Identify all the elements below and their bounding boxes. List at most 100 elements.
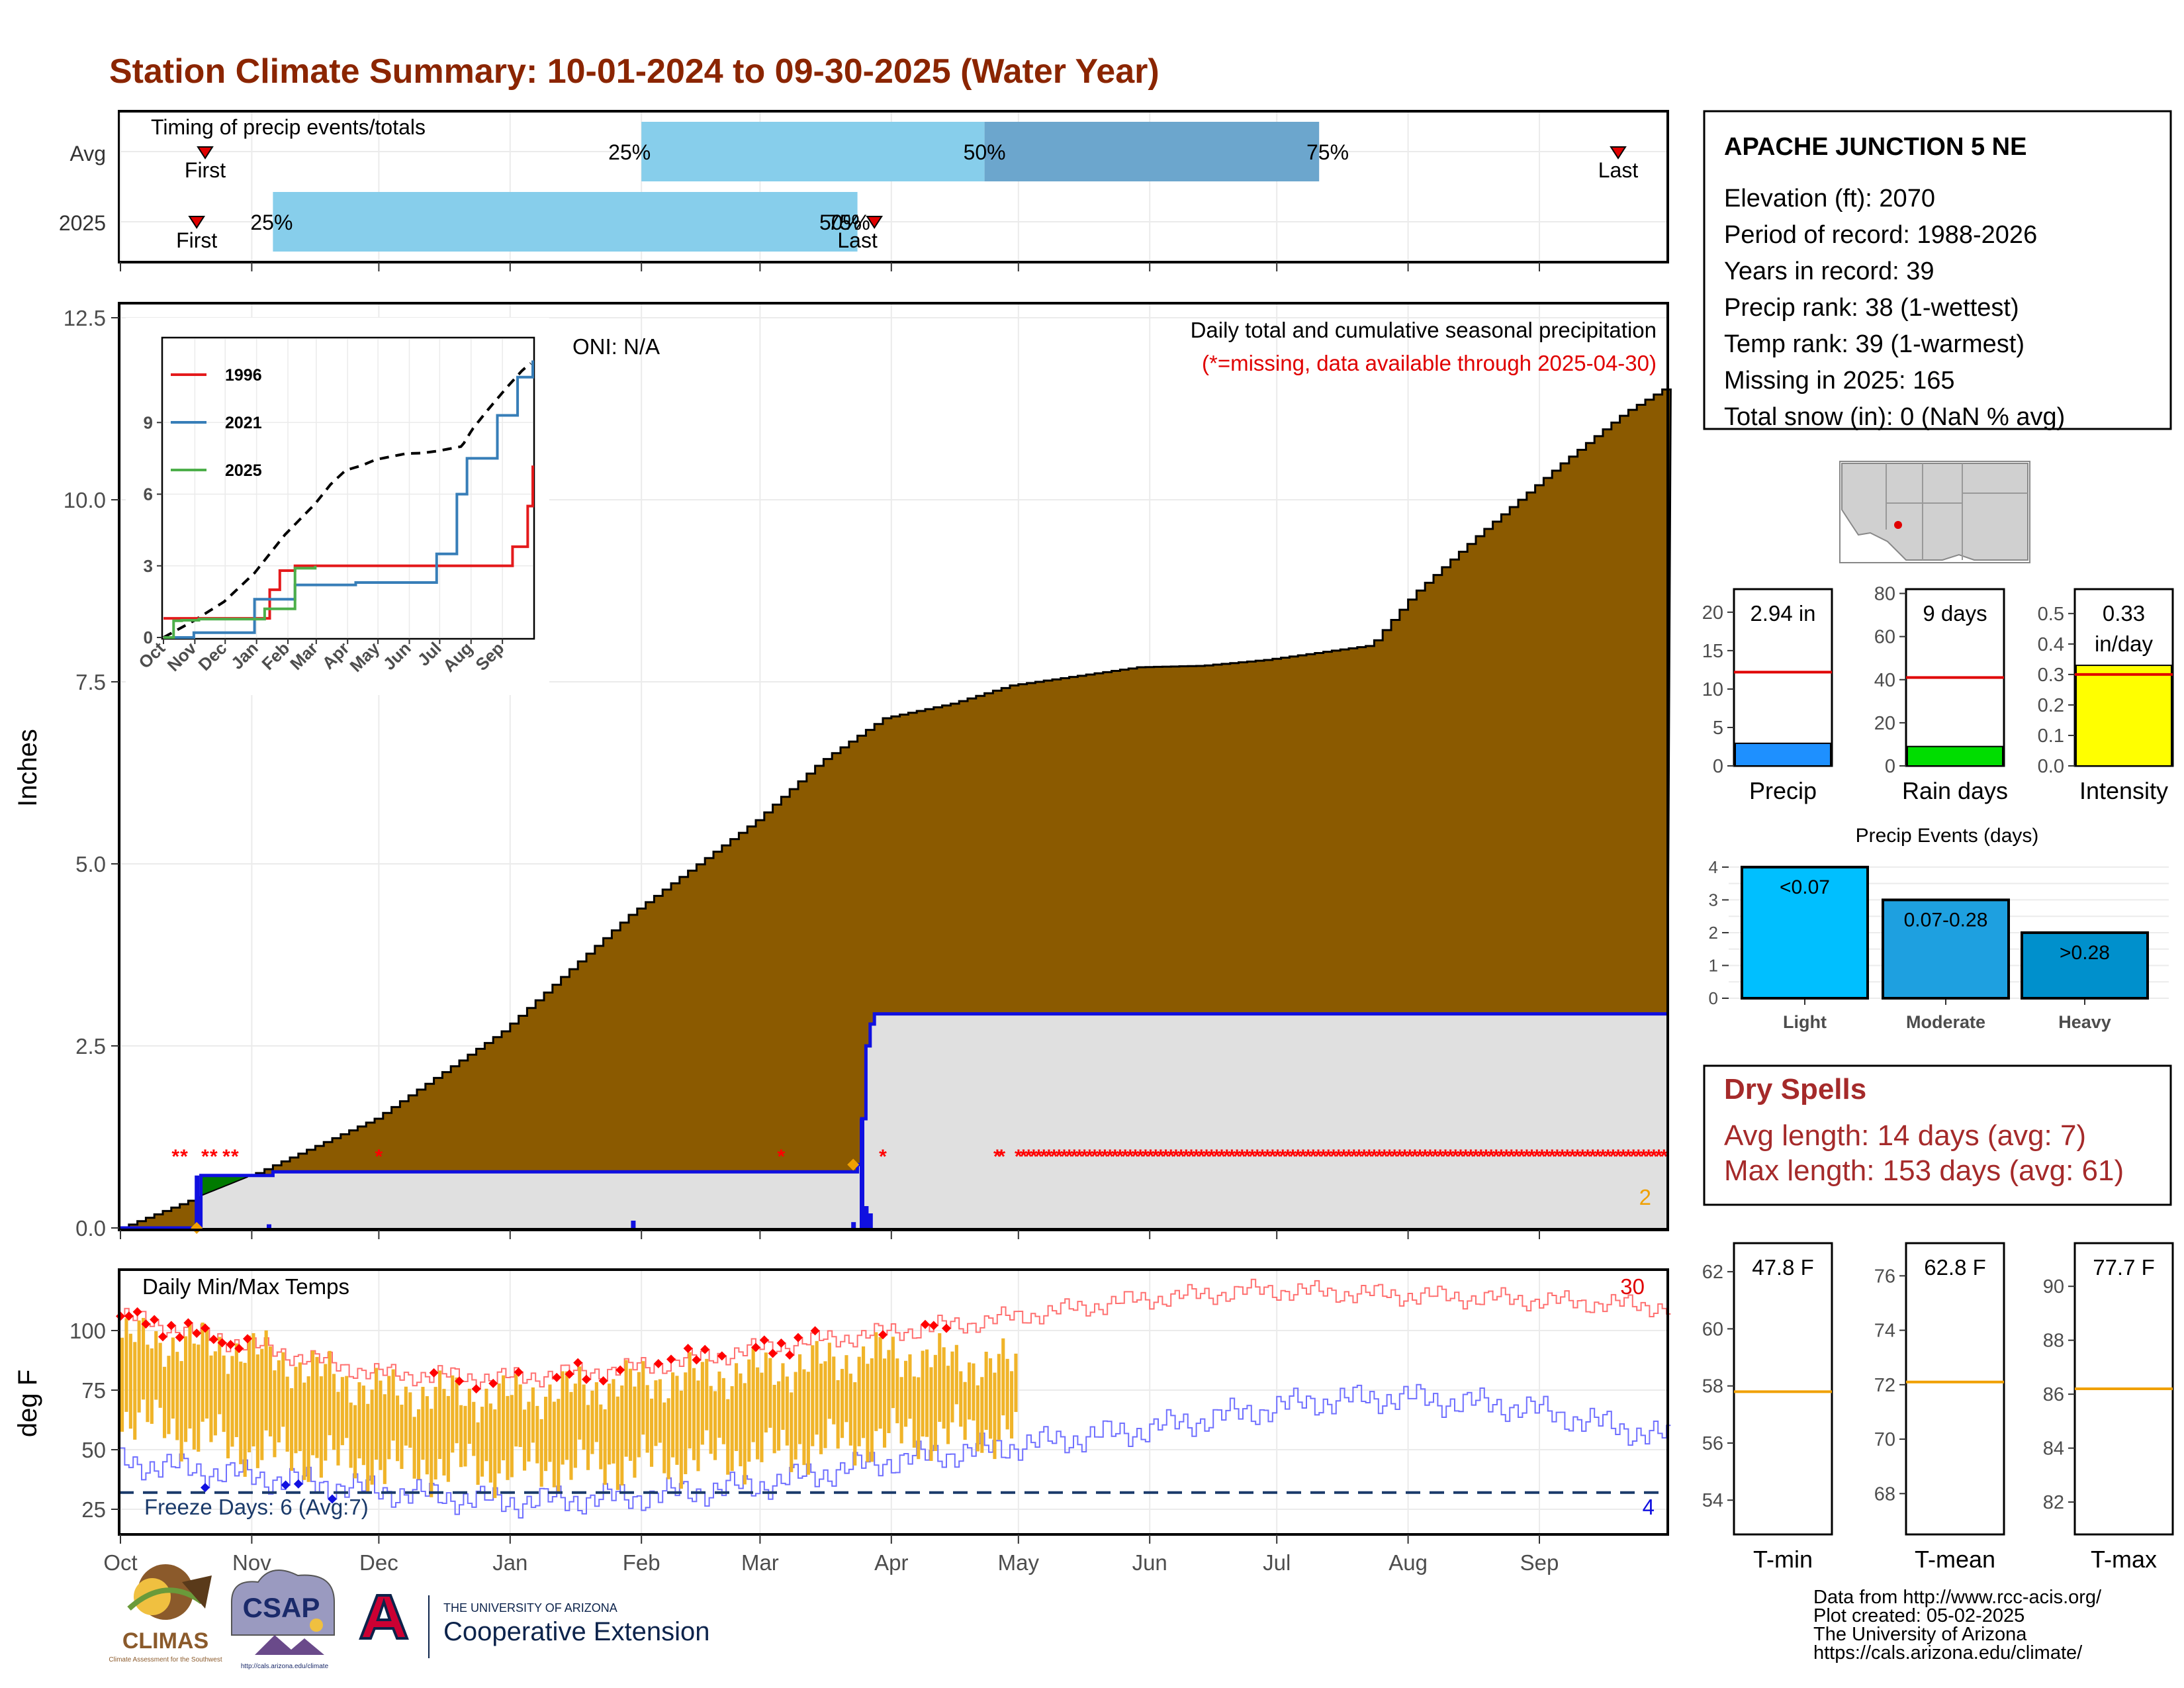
missing-marker: * xyxy=(1487,1146,1495,1168)
missing-marker: * xyxy=(1040,1146,1048,1168)
temp-bar xyxy=(624,1360,628,1457)
summary-ytick-label: 0.3 xyxy=(2038,665,2064,686)
temp-bar xyxy=(959,1371,963,1427)
summary-chart-rain-days: 0 20 40 60 80 9 days Rain days xyxy=(1874,584,2008,804)
station-frame xyxy=(1703,110,2172,430)
record-max-marker xyxy=(132,1307,142,1317)
events-inner: 0 1 2 3 4 <0.07 Light 0.07-0.28 Moderate >0.28 Hea… xyxy=(1709,857,2169,1032)
temp-bar xyxy=(488,1403,492,1483)
missing-marker: * xyxy=(171,1146,179,1168)
missing-marker: * xyxy=(1035,1146,1043,1168)
missing-marker: * xyxy=(1508,1146,1516,1168)
temp-bar xyxy=(929,1367,933,1461)
record-max-marker xyxy=(666,1354,676,1364)
current-cumulative-area xyxy=(120,1013,1666,1228)
dry-spells-frame xyxy=(1703,1064,2172,1206)
temp-bar xyxy=(679,1390,683,1489)
temp-bar xyxy=(506,1395,510,1480)
missing-marker: * xyxy=(1563,1146,1571,1168)
locator-map xyxy=(1839,461,2030,563)
missing-marker: * xyxy=(1015,1146,1023,1168)
record-min-marker xyxy=(281,1480,291,1490)
temp-bar xyxy=(938,1333,942,1422)
summary-frame xyxy=(1733,1242,1833,1536)
temp-bar xyxy=(671,1372,675,1458)
temp-bar xyxy=(874,1332,878,1431)
record-max-marker xyxy=(150,1315,159,1325)
temp-bar xyxy=(933,1354,937,1451)
avg-q50-q75-bar xyxy=(984,122,1320,181)
events-bar-label: 0.07-0.28 xyxy=(1904,909,1988,931)
summary-category-label: Intensity xyxy=(2079,777,2168,804)
temps-ytick-label: 100 xyxy=(69,1319,106,1343)
daily-temp-bars xyxy=(120,1317,1018,1499)
temp-bar xyxy=(171,1337,175,1419)
missing-marker: * xyxy=(1375,1146,1383,1168)
missing-marker: * xyxy=(1416,1146,1424,1168)
summary-chart-precip: 0 5 10 15 20 2.94 in Precip xyxy=(1702,588,1833,804)
summary-ytick-label: 60 xyxy=(1874,627,1895,648)
missing-marker: * xyxy=(1528,1146,1536,1168)
current-first-marker xyxy=(188,216,206,229)
temp-bar xyxy=(467,1388,471,1444)
events-ytick-label: 0 xyxy=(1709,988,1718,1008)
footer-line-1: Plot created: 05-02-2025 xyxy=(1813,1605,2025,1626)
station-line-4: Temp rank: 39 (1-warmest) xyxy=(1724,330,2025,358)
missing-marker: * xyxy=(1045,1146,1053,1168)
record-min-line xyxy=(120,1383,1671,1519)
temp-bar xyxy=(785,1376,789,1446)
temp-bar xyxy=(921,1350,925,1437)
events-ytick-label: 2 xyxy=(1709,923,1718,943)
temp-bar xyxy=(984,1352,988,1430)
missing-marker: * xyxy=(1543,1146,1551,1168)
temps-title: Daily Min/Max Temps xyxy=(142,1274,349,1299)
temp-bar xyxy=(713,1391,717,1460)
summary-value-label: 47.8 F xyxy=(1752,1255,1814,1280)
temp-bar xyxy=(349,1402,353,1468)
temp-bar xyxy=(179,1361,183,1462)
missing-marker: * xyxy=(1253,1146,1261,1168)
summary-chart-t-min: 54 56 58 60 62 47.8 F T-min xyxy=(1702,1242,1833,1573)
missing-marker: * xyxy=(1314,1146,1322,1168)
month-label: Mar xyxy=(741,1550,779,1575)
missing-marker: * xyxy=(1070,1146,1078,1168)
summary-ytick-label: 86 xyxy=(2043,1384,2064,1405)
temps-frame xyxy=(118,1268,1669,1536)
inset-ytick-label: 0 xyxy=(144,628,153,647)
missing-marker: * xyxy=(1584,1146,1592,1168)
summary-chart-t-max: 82 84 86 88 90 77.7 F T-max xyxy=(2043,1242,2174,1573)
temp-bar xyxy=(841,1368,844,1438)
missing-marker: * xyxy=(1513,1146,1521,1168)
events-bar xyxy=(2021,931,2149,1000)
temp-bar xyxy=(912,1376,916,1448)
missing-marker: * xyxy=(1436,1146,1444,1168)
summary-frame xyxy=(1905,1242,2005,1536)
missing-marker: * xyxy=(1111,1146,1119,1168)
avg-first-marker xyxy=(197,146,214,160)
temp-bar xyxy=(163,1366,167,1438)
events-category-label: Light xyxy=(1783,1012,1827,1032)
temp-bar xyxy=(222,1355,226,1432)
precip-events-chart: Precip Events (days) 0 1 2 3 4 <0.07 Light 0.07… xyxy=(1709,825,2169,1032)
temp-bar xyxy=(717,1371,721,1438)
timing-label-2025: 2025 xyxy=(59,211,106,235)
station-name: APACHE JUNCTION 5 NE xyxy=(1724,133,2026,161)
summary-ytick-label: 88 xyxy=(2043,1331,2064,1352)
summary-ytick-label: 58 xyxy=(1702,1376,1723,1397)
record-max-marker xyxy=(751,1342,760,1352)
missing-marker: * xyxy=(1126,1146,1134,1168)
temp-bar xyxy=(455,1377,459,1444)
record-max-marker xyxy=(514,1367,523,1377)
temp-bar xyxy=(747,1359,751,1462)
summary-ytick-label: 20 xyxy=(1702,602,1723,624)
missing-marker: * xyxy=(879,1146,887,1168)
timing-title: Timing of precip events/totals xyxy=(151,115,426,139)
timing-label-avg: Avg xyxy=(69,142,106,165)
missing-marker: * xyxy=(1197,1146,1205,1168)
temp-bar xyxy=(324,1364,328,1461)
station-line-0: Elevation (ft): 2070 xyxy=(1724,185,1935,212)
temp-bar xyxy=(696,1380,700,1472)
inset-legend-label: 2021 xyxy=(225,414,262,432)
record-max-marker xyxy=(243,1334,252,1344)
